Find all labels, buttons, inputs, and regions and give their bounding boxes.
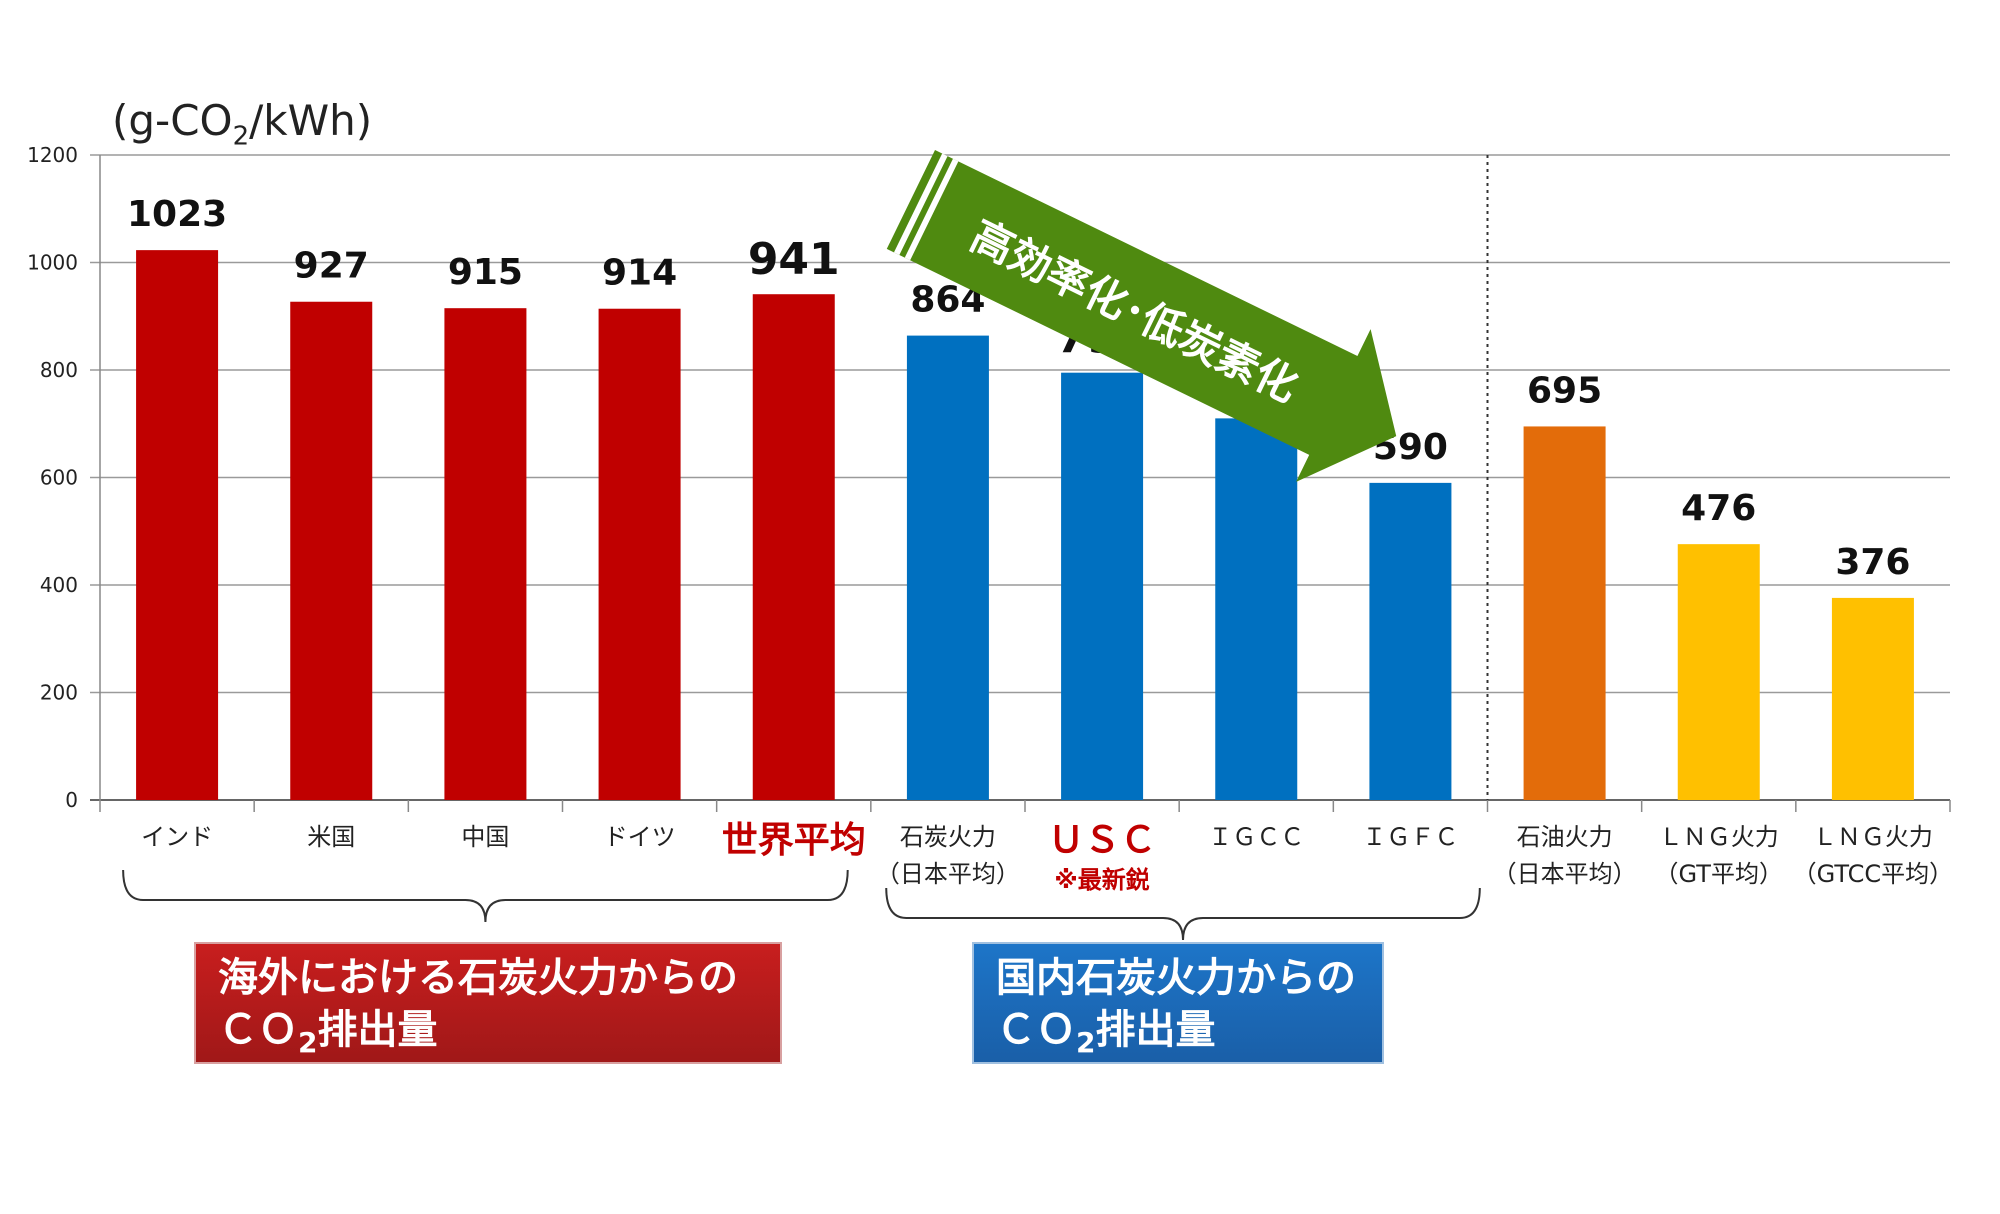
bars bbox=[136, 250, 1914, 800]
category-sublabel: （日本平均） bbox=[1493, 860, 1637, 888]
y-tick-label: 1200 bbox=[27, 143, 78, 167]
y-tick-label: 200 bbox=[40, 681, 78, 705]
overseas-brace bbox=[122, 869, 849, 923]
bar bbox=[752, 294, 835, 800]
y-tick-label: 1000 bbox=[27, 251, 78, 275]
category-label: 石油火力 bbox=[1517, 823, 1613, 851]
category-label: ＩＧＣＣ bbox=[1208, 823, 1304, 851]
bar bbox=[1523, 426, 1606, 800]
data-label: 927 bbox=[294, 246, 369, 287]
bar bbox=[1677, 544, 1760, 800]
data-label: 376 bbox=[1835, 542, 1910, 583]
category-label: ＬＮＧ火力 bbox=[1659, 823, 1779, 851]
bar bbox=[598, 308, 681, 800]
overseas-banner-line1: 海外における石炭火力からの bbox=[218, 955, 738, 1001]
y-tick-label: 0 bbox=[65, 788, 78, 812]
category-label: 中国 bbox=[461, 823, 509, 851]
bar bbox=[1061, 372, 1144, 800]
category-label: 世界平均 bbox=[722, 820, 866, 861]
bar bbox=[1215, 418, 1298, 800]
data-label: 695 bbox=[1527, 370, 1602, 411]
bar bbox=[906, 335, 989, 800]
category-sublabel: （GT平均） bbox=[1655, 860, 1783, 888]
category-label: ドイツ bbox=[604, 823, 676, 851]
category-label: 米国 bbox=[307, 823, 355, 851]
bar bbox=[136, 250, 219, 800]
data-label: 915 bbox=[448, 252, 523, 293]
category-label: ＬＮＧ火力 bbox=[1813, 823, 1933, 851]
bar bbox=[444, 308, 527, 800]
data-label: 476 bbox=[1681, 488, 1756, 529]
domestic-brace bbox=[885, 887, 1481, 941]
data-label: 914 bbox=[602, 253, 677, 294]
domestic-banner-line2: ＣＯ2排出量 bbox=[996, 1007, 1216, 1059]
data-label: 1023 bbox=[127, 194, 227, 235]
domestic-banner-line1: 国内石炭火力からの bbox=[996, 955, 1356, 1001]
overseas-coal-banner: 海外における石炭火力からの ＣＯ2排出量 bbox=[194, 942, 782, 1064]
grid-lines: 0 200 400 600 800 1000 1200 bbox=[27, 143, 1951, 812]
category-sublabel: （日本平均） bbox=[876, 860, 1020, 888]
y-axis-unit-label: (g-CO2/kWh) bbox=[112, 96, 373, 152]
bar bbox=[1369, 482, 1452, 800]
category-label: 石炭火力 bbox=[900, 823, 996, 851]
category-label: ＵＳＣ bbox=[1048, 820, 1156, 861]
category-label: インド bbox=[141, 823, 213, 851]
category-label: ＩＧＦＣ bbox=[1362, 823, 1458, 851]
y-tick-label: 400 bbox=[40, 573, 78, 597]
labels: 1023インド927米国915中国914ドイツ941世界平均864石炭火力（日本… bbox=[127, 194, 1953, 894]
y-tick-label: 800 bbox=[40, 358, 78, 382]
arrow-stripe bbox=[893, 153, 948, 256]
overseas-banner-line2: ＣＯ2排出量 bbox=[218, 1007, 438, 1059]
group-braces bbox=[122, 869, 1481, 941]
category-sublabel: （GTCC平均） bbox=[1793, 860, 1954, 888]
domestic-coal-banner: 国内石炭火力からの ＣＯ2排出量 bbox=[972, 942, 1384, 1064]
y-tick-label: 600 bbox=[40, 466, 78, 490]
arrow-stripe bbox=[904, 158, 959, 261]
data-label: 941 bbox=[748, 234, 840, 285]
bar bbox=[1831, 597, 1914, 800]
arrow-body bbox=[886, 150, 1397, 482]
category-note: ※最新鋭 bbox=[1054, 866, 1149, 894]
bar bbox=[290, 301, 373, 800]
